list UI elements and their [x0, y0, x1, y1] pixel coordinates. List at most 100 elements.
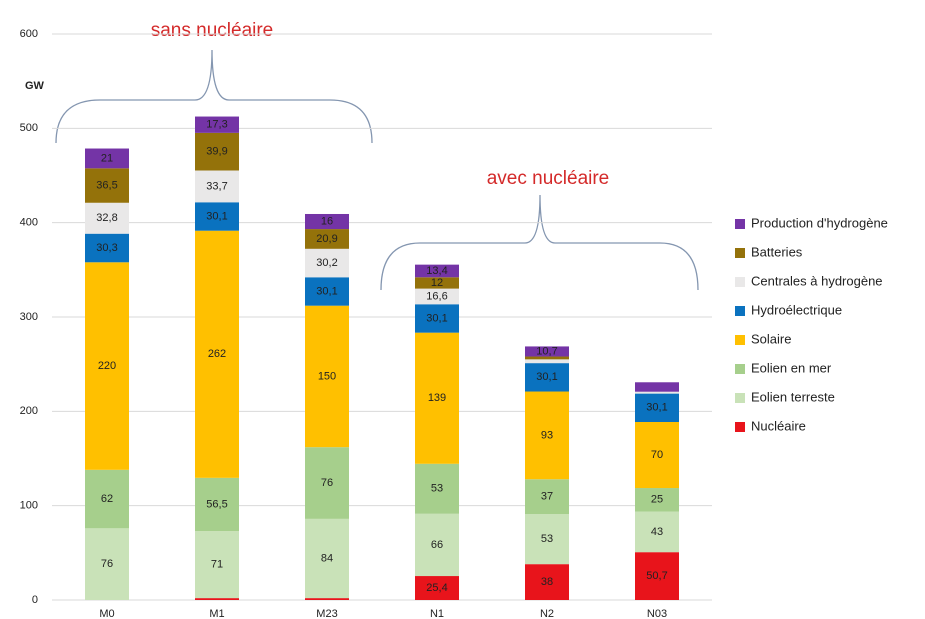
- value-label: 84: [321, 552, 333, 564]
- bar-segment: [85, 233, 129, 263]
- bar-segment: [305, 213, 349, 230]
- value-label: 16: [321, 215, 333, 227]
- bar-segment: [525, 359, 569, 364]
- bar-segment: [635, 421, 679, 489]
- value-label: 76: [101, 558, 113, 570]
- value-label: 50,7: [646, 570, 667, 582]
- value-label: 36,5: [96, 179, 117, 191]
- bar-segment: [525, 363, 569, 392]
- bar-segment: [635, 488, 679, 512]
- x-tick-label: M0: [99, 608, 114, 619]
- value-label: 30,2: [316, 257, 337, 269]
- bar-segment: [195, 202, 239, 231]
- bar-segment: [415, 463, 459, 514]
- bar-segment: [195, 170, 239, 203]
- bar-segment: [635, 552, 679, 600]
- bar-segment: [305, 277, 349, 306]
- legend-swatch: [735, 393, 745, 403]
- bar-segment: [525, 346, 569, 357]
- legend-swatch: [735, 248, 745, 258]
- bar-segment: [415, 576, 459, 600]
- value-label: 93: [541, 429, 553, 441]
- x-tick-label: M23: [316, 608, 337, 619]
- value-label: 10,7: [536, 345, 557, 357]
- value-label: 220: [98, 360, 116, 372]
- value-label: 21: [101, 152, 113, 164]
- legend-label: Eolien en mer: [751, 360, 832, 375]
- value-label: 53: [431, 483, 443, 495]
- y-tick-label: 300: [20, 311, 38, 323]
- value-label: 150: [318, 370, 336, 382]
- bar-segment: [85, 528, 129, 600]
- value-label: 33,7: [206, 180, 227, 192]
- value-label: 262: [208, 348, 226, 360]
- value-label: 62: [101, 493, 113, 505]
- value-label: 76: [321, 477, 333, 489]
- annotation: avec nucléaire: [487, 168, 610, 189]
- bar-segment: [85, 168, 129, 203]
- bar-segment: [415, 288, 459, 305]
- bar-segment: [85, 202, 129, 234]
- x-tick-label: M1: [209, 608, 224, 619]
- bar-segment: [415, 332, 459, 464]
- y-tick-label: 100: [20, 500, 38, 512]
- bar-segment: [525, 564, 569, 600]
- y-tick-label: 400: [20, 217, 38, 229]
- value-label: 13,4: [426, 265, 447, 277]
- value-label: 139: [428, 392, 446, 404]
- bar-segment: [525, 356, 569, 360]
- bar-segment: [305, 518, 349, 599]
- y-tick-label: 500: [20, 122, 38, 134]
- bar-segment: [195, 116, 239, 133]
- legend-label: Hydroélectrique: [751, 302, 842, 317]
- x-tick-label: N1: [430, 608, 444, 619]
- legend-swatch: [735, 364, 745, 374]
- legend-label: Nucléaire: [751, 418, 806, 433]
- brace: [380, 194, 699, 291]
- value-label: 53: [541, 533, 553, 545]
- bar-segment: [195, 132, 239, 171]
- value-label: 20,9: [316, 233, 337, 245]
- legend-swatch: [735, 306, 745, 316]
- value-label: 25,4: [426, 582, 447, 594]
- value-label: 70: [651, 449, 663, 461]
- x-tick-label: N03: [647, 608, 667, 619]
- value-label: 12: [431, 277, 443, 289]
- annotation: sans nucléaire: [151, 20, 274, 41]
- bar-segment: [525, 479, 569, 515]
- bar-segment: [415, 277, 459, 289]
- value-label: 56,5: [206, 498, 227, 510]
- legend-label: Solaire: [751, 331, 791, 346]
- y-tick-label: 200: [20, 405, 38, 417]
- value-label: 30,1: [316, 285, 337, 297]
- value-label: 25: [651, 494, 663, 506]
- bar-segment: [85, 469, 129, 529]
- value-label: 16,6: [426, 290, 447, 302]
- legend-swatch: [735, 422, 745, 432]
- value-label: 43: [651, 526, 663, 538]
- bar-segment: [305, 447, 349, 519]
- bar-segment: [85, 262, 129, 470]
- bar-segment: [635, 393, 679, 422]
- bar-segment: [525, 514, 569, 565]
- bar-segment: [305, 248, 349, 278]
- brace: [55, 49, 373, 144]
- bar-segment: [85, 148, 129, 169]
- legend-label: Batteries: [751, 244, 803, 259]
- y-axis-label: GW: [25, 80, 45, 92]
- bar-segment: [525, 391, 569, 480]
- legend-swatch: [735, 219, 745, 229]
- value-label: 30,1: [536, 371, 557, 383]
- value-label: 39,9: [206, 146, 227, 158]
- bar-segment: [415, 304, 459, 333]
- y-tick-label: 600: [20, 28, 38, 40]
- value-label: 17,3: [206, 119, 227, 131]
- bar-segment: [415, 264, 459, 278]
- bar-segment: [305, 598, 349, 600]
- bar-segment: [635, 511, 679, 553]
- bar-segment: [635, 382, 679, 392]
- legend-swatch: [735, 335, 745, 345]
- value-label: 66: [431, 539, 443, 551]
- value-label: 37: [541, 491, 553, 503]
